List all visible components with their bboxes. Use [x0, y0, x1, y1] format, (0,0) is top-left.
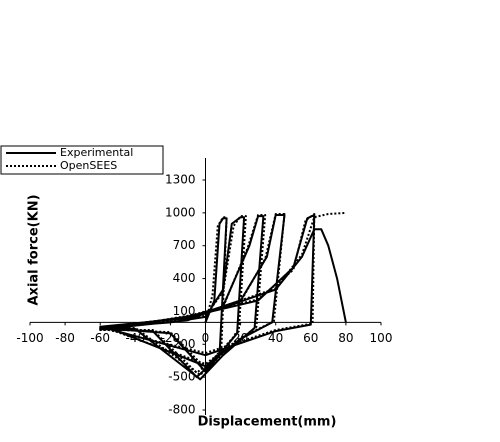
y-tick-label: -800 — [168, 403, 195, 417]
x-axis-title: Displacement(mm) — [198, 415, 337, 430]
y-tick-label: 700 — [173, 238, 196, 252]
legend-label: Experimental — [60, 146, 133, 159]
y-tick-label: 1300 — [165, 173, 196, 187]
legend-box — [0, 145, 164, 175]
y-tick-label: 1000 — [165, 205, 196, 219]
y-tick-label: -500 — [168, 370, 195, 384]
x-tick-label: -100 — [16, 331, 43, 345]
x-tick-label: 0 — [202, 331, 210, 345]
x-tick-label: 80 — [338, 331, 353, 345]
x-tick-label: 60 — [303, 331, 318, 345]
x-tick-label: 100 — [370, 331, 393, 345]
y-tick-label: 100 — [173, 304, 196, 318]
series-line — [99, 214, 347, 381]
series-line — [99, 211, 346, 376]
x-tick-label: -20 — [161, 331, 181, 345]
y-tick-label: 400 — [173, 271, 196, 285]
legend: Experimental OpenSEES — [0, 145, 164, 175]
x-tick-label: 40 — [268, 331, 283, 345]
x-tick-label: -80 — [55, 331, 75, 345]
legend-label: OpenSEES — [60, 159, 117, 172]
x-tick-label: -60 — [90, 331, 110, 345]
y-axis-title: Axial force(KN) — [27, 194, 42, 305]
